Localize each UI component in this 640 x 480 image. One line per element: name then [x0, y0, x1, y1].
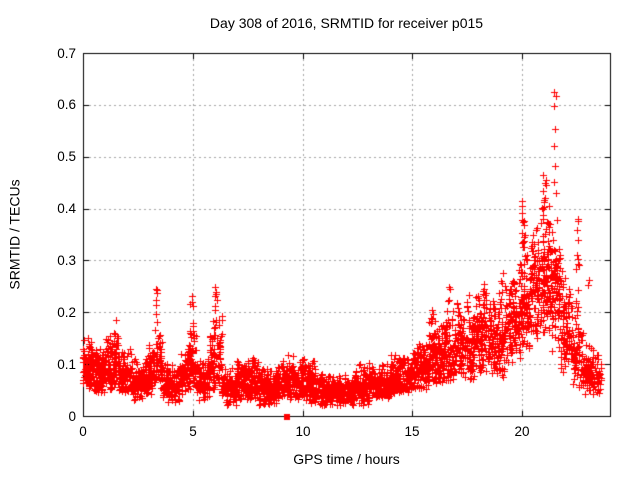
y-tick-label: 0.3	[57, 253, 76, 268]
y-axis-label: SRMTID / TECUs	[6, 179, 23, 290]
x-tick-label: 20	[514, 424, 530, 439]
y-tick-label: 0.6	[57, 97, 76, 112]
y-tick-label: 0.1	[57, 357, 76, 372]
x-axis-label: GPS time / hours	[293, 451, 400, 467]
y-tick-label: 0.5	[57, 149, 76, 164]
y-tick-label: 0.2	[57, 305, 76, 320]
x-tick-label: 0	[79, 424, 87, 439]
x-tick-label: 5	[189, 424, 197, 439]
y-tick-label: 0.7	[57, 46, 76, 61]
y-tick-label: 0	[68, 409, 76, 424]
x-tick-label: 15	[404, 424, 420, 439]
chart-title: Day 308 of 2016, SRMTID for receiver p01…	[209, 15, 484, 31]
x-tick-label: 10	[295, 424, 311, 439]
y-tick-label: 0.4	[57, 201, 76, 216]
